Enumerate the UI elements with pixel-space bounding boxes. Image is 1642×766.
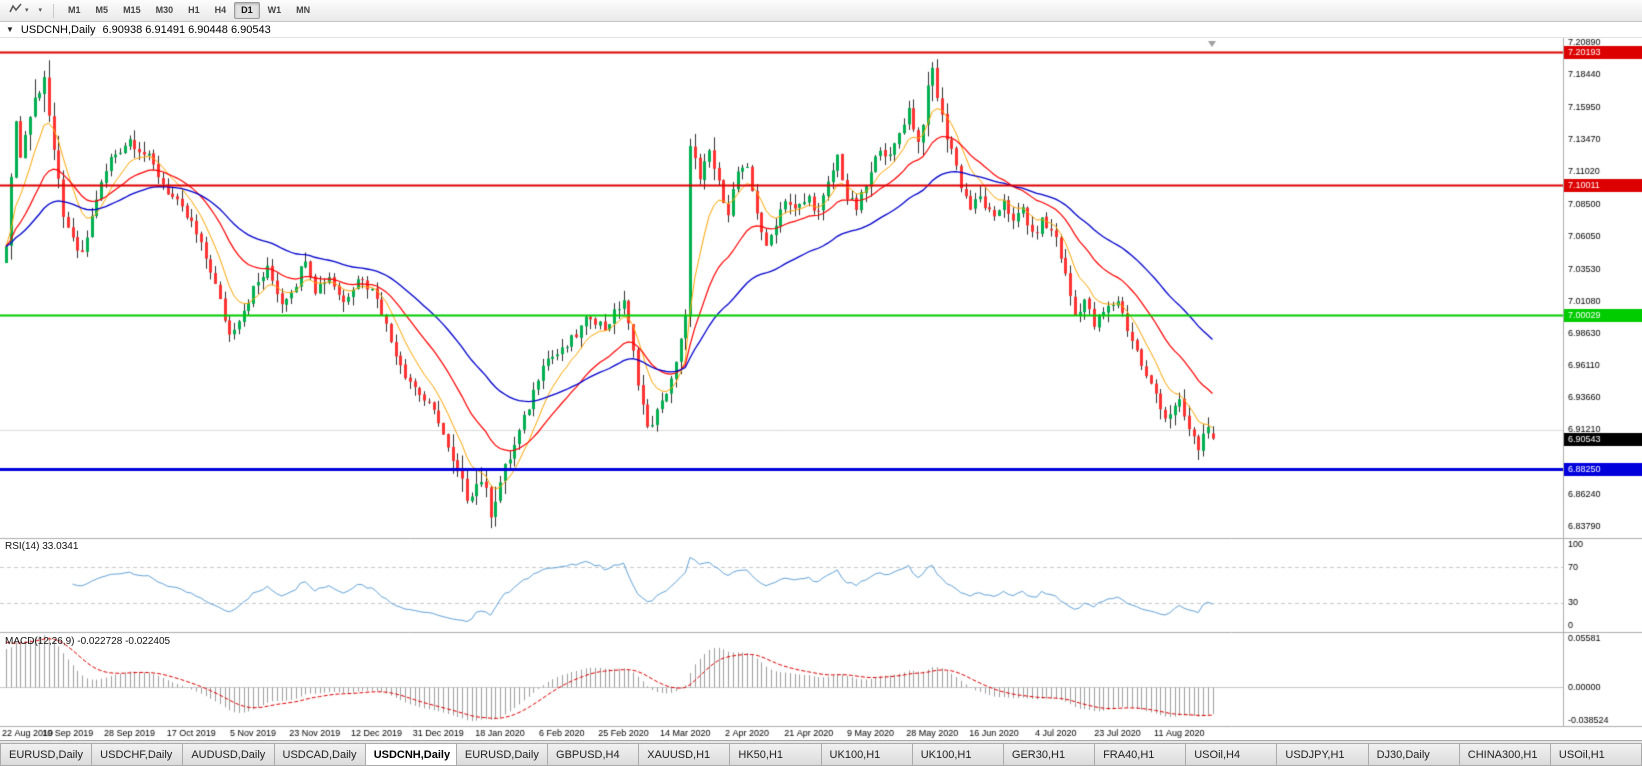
timeframe-button-mn[interactable]: MN — [296, 5, 311, 15]
timeframe-button-group: M1 M5 M15 M30 H1 H4 D1 W1 MN — [61, 2, 317, 19]
timeframe-button-m1[interactable]: M1 — [68, 5, 81, 15]
chevron-down-icon: ▾ — [25, 7, 29, 14]
chevron-down-icon: ▾ — [38, 7, 43, 14]
line-chart-icon — [9, 2, 23, 20]
tab-ger30-h1[interactable]: GER30,H1 — [1002, 743, 1095, 766]
tab-usdcnh-daily[interactable]: USDCNH,Daily — [364, 743, 456, 766]
timeframe-button-m5[interactable]: M5 — [95, 5, 109, 15]
tab-dj30-daily[interactable]: DJ30,Daily — [1367, 743, 1459, 766]
chart-type-button[interactable]: ▾ — [5, 1, 33, 21]
tab-usdjpy-h1[interactable]: USDJPY,H1 — [1276, 743, 1368, 766]
templates-dropdown-button[interactable]: ▾ — [35, 1, 47, 21]
tab-eurusd-daily[interactable]: EURUSD,Daily — [455, 743, 548, 766]
tab-hk50-h1[interactable]: HK50,H1 — [729, 743, 821, 766]
tab-usoil-h4[interactable]: USOil,H4 — [1185, 743, 1277, 766]
timeframe-button-m15[interactable]: M15 — [123, 5, 141, 15]
timeframe-button-m30[interactable]: M30 — [155, 5, 174, 15]
tab-usoil-h1[interactable]: USOil,H1 — [1549, 743, 1642, 766]
chart-symbol-title: USDCNH,Daily — [20, 23, 96, 36]
price-chart-canvas[interactable] — [0, 38, 1642, 740]
chart-menu-icon[interactable]: ▼ — [6, 25, 14, 34]
timeframe-button-h4[interactable]: H4 — [214, 5, 227, 15]
timeframe-button-w1[interactable]: W1 — [267, 5, 282, 15]
chart-ohlc-values: 6.90938 6.91491 6.90448 6.90543 — [102, 23, 271, 36]
chart-body: RSI(14) 33.0341 MACD(12,26,9) -0.022728 … — [0, 38, 1642, 740]
tab-fra40-h1[interactable]: FRA40,H1 — [1094, 743, 1186, 766]
tab-xauusd-h1[interactable]: XAUUSD,H1 — [638, 743, 730, 766]
timeframe-button-d1[interactable]: D1 — [234, 2, 260, 19]
tab-eurusd-daily[interactable]: EURUSD,Daily — [0, 743, 92, 766]
toolbar-separator — [53, 3, 55, 18]
timeframe-button-h1[interactable]: H1 — [188, 5, 200, 15]
tab-usdcad-daily[interactable]: USDCAD,Daily — [273, 743, 365, 766]
tab-uk100-h1[interactable]: UK100,H1 — [820, 743, 912, 766]
tab-gbpusd-h4[interactable]: GBPUSD,H4 — [547, 743, 639, 766]
chart-caption-bar: ▼ USDCNH,Daily 6.90938 6.91491 6.90448 6… — [0, 22, 1642, 38]
toolbar: ▾ ▾ M1 M5 M15 M30 H1 H4 D1 W1 MN — [0, 0, 1642, 22]
tab-china300-h1[interactable]: CHINA300,H1 — [1458, 743, 1550, 766]
tab-usdchf-daily[interactable]: USDCHF,Daily — [91, 743, 183, 766]
chart-tab-bar: EURUSD,Daily USDCHF,Daily AUDUSD,Daily USDC… — [0, 740, 1642, 766]
chart-window: ▼ USDCNH,Daily 6.90938 6.91491 6.90448 6… — [0, 22, 1642, 740]
tab-uk100-h1[interactable]: UK100,H1 — [911, 743, 1003, 766]
tab-audusd-daily[interactable]: AUDUSD,Daily — [182, 743, 274, 766]
